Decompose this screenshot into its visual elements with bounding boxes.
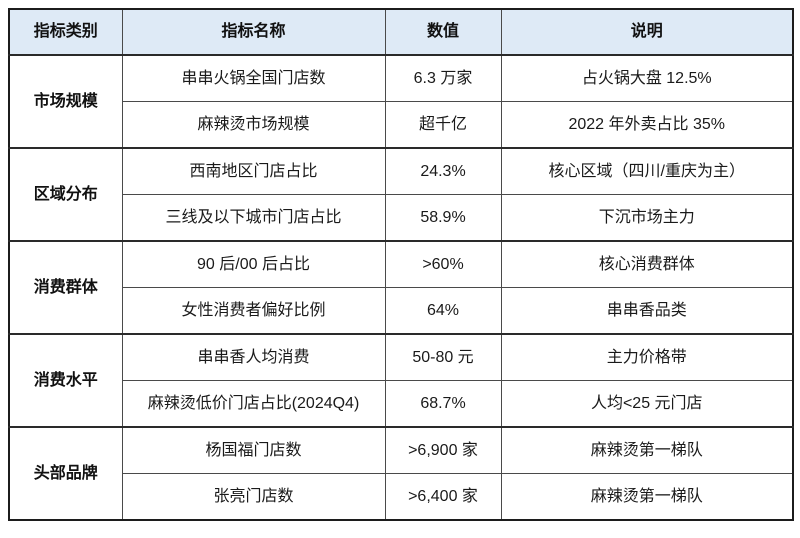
header-cell-note: 说明 [500,8,794,56]
value-cell: 68.7% [384,380,502,428]
indicator-name-cell: 杨国福门店数 [121,426,386,474]
table-row: 消费群体 90 后/00 后占比 >60% 核心消费群体 [8,240,794,335]
note-cell: 人均<25 元门店 [500,380,794,428]
value-cell: 6.3 万家 [384,54,502,102]
note-cell: 核心区域（四川/重庆为主） [500,147,794,195]
value-cell: 超千亿 [384,101,502,149]
table-row: 麻辣烫低价门店占比(2024Q4) 68.7% 人均<25 元门店 [9,380,794,428]
table-body: 市场规模 串串火锅全国门店数 6.3 万家 占火锅大盘 12.5% 麻辣烫市场规… [8,54,794,521]
value-cell: 58.9% [384,194,502,242]
category-cell-region-distribution: 区域分布 [8,147,123,242]
note-cell: 麻辣烫第一梯队 [500,426,794,474]
category-cell-top-brands: 头部品牌 [8,426,123,521]
header-cell-name: 指标名称 [121,8,386,56]
category-cell-consumer-group: 消费群体 [8,240,123,335]
table-row: 三线及以下城市门店占比 58.9% 下沉市场主力 [9,194,794,242]
value-cell: >6,900 家 [384,426,502,474]
note-cell: 2022 年外卖占比 35% [500,101,794,149]
indicator-name-cell: 西南地区门店占比 [121,147,386,195]
category-cell-consumption-level: 消费水平 [8,333,123,428]
indicator-name-cell: 女性消费者偏好比例 [121,287,386,335]
category-cell-market-scale: 市场规模 [8,54,123,149]
note-cell: 下沉市场主力 [500,194,794,242]
note-cell: 串串香品类 [500,287,794,335]
note-cell: 麻辣烫第一梯队 [500,473,794,521]
indicator-name-cell: 麻辣烫市场规模 [121,101,386,149]
indicator-name-cell: 麻辣烫低价门店占比(2024Q4) [121,380,386,428]
indicator-name-cell: 串串火锅全国门店数 [121,54,386,102]
table-row: 麻辣烫市场规模 超千亿 2022 年外卖占比 35% [9,101,794,149]
note-cell: 主力价格带 [500,333,794,381]
table-row: 头部品牌 杨国福门店数 >6,900 家 麻辣烫第一梯队 [8,426,794,521]
table-row: 女性消费者偏好比例 64% 串串香品类 [9,287,794,335]
value-cell: 64% [384,287,502,335]
table-header: 指标类别 指标名称 数值 说明 [8,8,794,56]
table-row: 市场规模 串串火锅全国门店数 6.3 万家 占火锅大盘 12.5% [8,54,794,149]
table-row: 区域分布 西南地区门店占比 24.3% 核心区域（四川/重庆为主） [8,147,794,242]
indicator-name-cell: 90 后/00 后占比 [121,240,386,288]
note-cell: 占火锅大盘 12.5% [500,54,794,102]
header-cell-value: 数值 [384,8,502,56]
indicator-name-cell: 张亮门店数 [121,473,386,521]
header-cell-category: 指标类别 [8,8,123,56]
header-row: 指标类别 指标名称 数值 说明 [8,8,794,56]
value-cell: >60% [384,240,502,288]
value-cell: >6,400 家 [384,473,502,521]
market-indicator-table: 指标类别 指标名称 数值 说明 市场规模 串串火锅全国门店数 6.3 万家 占火… [8,8,794,521]
value-cell: 50-80 元 [384,333,502,381]
table-row: 张亮门店数 >6,400 家 麻辣烫第一梯队 [9,473,794,521]
value-cell: 24.3% [384,147,502,195]
table-row: 消费水平 串串香人均消费 50-80 元 主力价格带 [8,333,794,428]
indicator-name-cell: 串串香人均消费 [121,333,386,381]
indicator-name-cell: 三线及以下城市门店占比 [121,194,386,242]
note-cell: 核心消费群体 [500,240,794,288]
